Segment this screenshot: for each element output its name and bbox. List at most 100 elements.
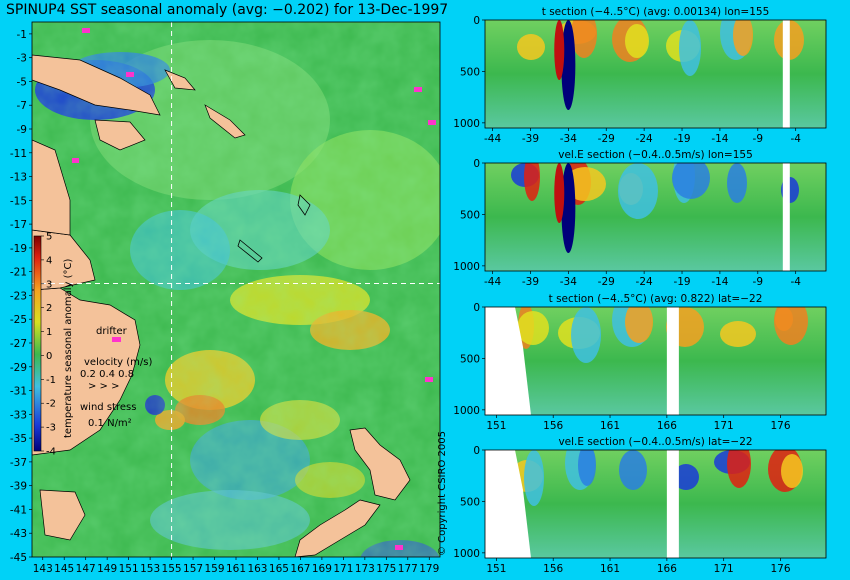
depth-tick-label: 500	[460, 209, 480, 221]
lat-tick-label: -1	[17, 29, 27, 41]
section-anomaly	[720, 321, 756, 347]
lon-tick-label: 177	[398, 563, 418, 575]
section-anomaly	[618, 163, 658, 219]
colorbar-tick-label: 3	[46, 279, 52, 290]
colorbar-tick-label: 2	[46, 303, 52, 314]
drifters	[72, 28, 436, 550]
section-x-tick-label: -29	[598, 276, 615, 288]
section-x-tick-label: 156	[543, 563, 563, 575]
section-anomaly	[524, 163, 540, 201]
lon-tick-label: 167	[290, 563, 310, 575]
section-x-tick-label: -9	[753, 276, 763, 288]
latitude-axis: -1 -3 -5 -7 -9 -11 -13 -15 -17 -19 -21 -23 -25 -27 -29…	[10, 29, 32, 564]
section-x-tick-label: -44	[484, 133, 501, 145]
section-panel-title: t section (−4..5°C) (avg: 0.00134) lon=1…	[541, 6, 770, 18]
section-anomaly	[511, 163, 539, 187]
lat-tick-label: -43	[10, 528, 27, 540]
section-x-tick-label: 151	[486, 420, 506, 432]
nz-south-island-landmass	[294, 499, 381, 557]
lon-tick-label: 151	[119, 563, 139, 575]
section-anomaly	[775, 307, 793, 331]
section-x-tick-label: -24	[636, 133, 653, 145]
section-anomaly	[518, 307, 534, 349]
section-x-tick-label: 171	[714, 563, 734, 575]
lon-tick-label: 149	[97, 563, 117, 575]
colorbar-tick-label: -4	[46, 447, 56, 458]
section-anomaly	[625, 24, 649, 58]
section-panel-title: vel.E section (−0.4..0.5m/s) lat=−22	[558, 436, 753, 448]
section-x-tick-label: -44	[484, 276, 501, 288]
section-anomaly	[565, 163, 591, 205]
lat-tick-label: -21	[10, 267, 27, 279]
new-caledonia-outline	[237, 239, 263, 263]
colorbar-label: temperature seasonal anomaly (°C)	[63, 259, 74, 438]
section-anomaly	[571, 307, 601, 363]
lon-tick-label: 161	[226, 563, 246, 575]
colorbar-tick-label: -1	[46, 375, 56, 386]
section-x-tick-label: -39	[522, 276, 539, 288]
section-frame	[484, 449, 827, 559]
section-anomaly	[561, 20, 576, 110]
land-gap	[485, 450, 531, 558]
colorbar-tick-label: 1	[46, 327, 52, 338]
depth-tick-label: 0	[473, 445, 480, 457]
section-anomaly	[554, 163, 565, 223]
section-anomaly	[511, 460, 543, 492]
section-x-tick-label: 161	[600, 563, 620, 575]
drifter-marker	[395, 545, 403, 550]
section-x-tick-label: -4	[790, 276, 801, 288]
lon-tick-label: 147	[76, 563, 96, 575]
section-frame	[484, 306, 827, 416]
land	[32, 54, 411, 557]
section-panel-title: vel.E section (−0.4..0.5m/s) lon=155	[558, 149, 753, 161]
section-anomaly	[733, 20, 753, 56]
section-field	[485, 450, 826, 558]
depth-tick-label: 1000	[453, 548, 480, 560]
section-anomaly	[625, 307, 653, 343]
lat-tick-label: -3	[17, 53, 27, 65]
section-x-tick-label: -19	[673, 133, 690, 145]
section-anomaly	[673, 464, 699, 490]
colorbar-tick-label: 4	[46, 255, 52, 266]
section-x-tick-label: 171	[714, 420, 734, 432]
section-x-tick-label: 176	[771, 420, 791, 432]
lat-tick-label: -35	[10, 433, 27, 445]
section-frame	[484, 19, 827, 129]
legend-drifter-icon	[112, 337, 121, 342]
figure-title: SPINUP4 SST seasonal anomaly (avg: −0.20…	[6, 2, 449, 18]
section-x-tick-label: -19	[673, 276, 690, 288]
legend-drifter-label: drifter	[96, 326, 128, 337]
legend-wind-scale: 0.1 N/m²	[88, 418, 132, 429]
section-anomaly	[564, 167, 606, 201]
png-tail-landmass	[94, 119, 146, 151]
drifter-marker	[126, 72, 134, 77]
lat-tick-label: -31	[10, 386, 27, 398]
lon-tick-label: 163	[247, 563, 267, 575]
depth-tick-label: 500	[460, 66, 480, 78]
section-anomaly	[666, 30, 700, 62]
lat-tick-label: -37	[10, 457, 27, 469]
lon-tick-label: 159	[205, 563, 225, 575]
section-x-tick-label: -34	[560, 276, 577, 288]
lon-tick-label: 157	[183, 563, 203, 575]
section-x-tick-label: 151	[486, 563, 506, 575]
lon-tick-label: 175	[376, 563, 396, 575]
section-x-tick-label: -14	[711, 133, 728, 145]
section-anomaly	[561, 163, 576, 253]
land-gap	[666, 450, 679, 558]
section-anomaly	[781, 177, 799, 203]
nz-north-island-landmass	[349, 427, 411, 501]
lon-tick-label: 169	[312, 563, 332, 575]
section-anomaly	[727, 163, 747, 203]
colorbar-gradient	[33, 235, 42, 452]
drifter-marker	[72, 158, 79, 163]
lat-tick-label: -17	[10, 219, 27, 231]
land-gap	[782, 20, 790, 128]
section-field	[485, 20, 826, 128]
section-anomaly	[768, 450, 802, 492]
section-anomaly	[578, 450, 596, 486]
lat-tick-label: -9	[17, 124, 27, 136]
legend-velocity-title: velocity (m/s)	[84, 357, 152, 368]
section-panel-title: t section (−4..5°C) (avg: 0.822) lat=−22	[548, 293, 763, 305]
depth-tick-label: 1000	[453, 261, 480, 273]
